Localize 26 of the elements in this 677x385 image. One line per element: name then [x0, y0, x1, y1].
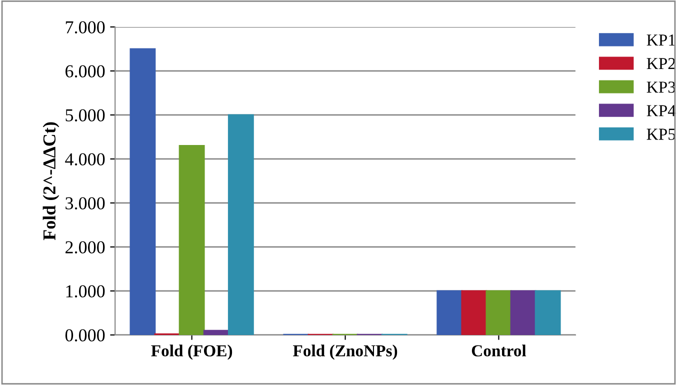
y-tick-label: 1.000	[66, 285, 105, 298]
y-tick-label: 2.000	[66, 241, 105, 254]
bar	[203, 330, 230, 335]
bar	[486, 290, 512, 335]
legend-label: KP5	[646, 128, 676, 140]
legend-label: KP2	[646, 58, 676, 70]
y-tick-label: 3.000	[66, 197, 105, 210]
y-tick-label: 4.000	[65, 153, 105, 166]
y-tick-label: 6.000	[66, 65, 105, 78]
legend-label: KP4	[646, 105, 676, 116]
bar	[130, 48, 156, 335]
bar	[461, 290, 488, 335]
bar	[436, 290, 463, 335]
x-tick-label: Control	[472, 344, 526, 356]
legend-label: KP3	[646, 82, 676, 93]
legend-label: KP1	[646, 34, 675, 46]
y-tick-label: 5.000	[66, 109, 105, 122]
y-axis-title: Fold (2^-ΔΔCt)	[42, 122, 60, 240]
bar	[534, 290, 561, 335]
y-tick-label: 0.000	[65, 329, 105, 342]
bar	[228, 114, 254, 335]
x-tick-label: Fold (FOE)	[151, 344, 232, 360]
bar	[510, 290, 536, 335]
x-tick-label: Fold (ZnoNPs)	[293, 344, 398, 360]
bar	[178, 145, 205, 335]
y-tick-label: 7.000	[66, 21, 105, 34]
